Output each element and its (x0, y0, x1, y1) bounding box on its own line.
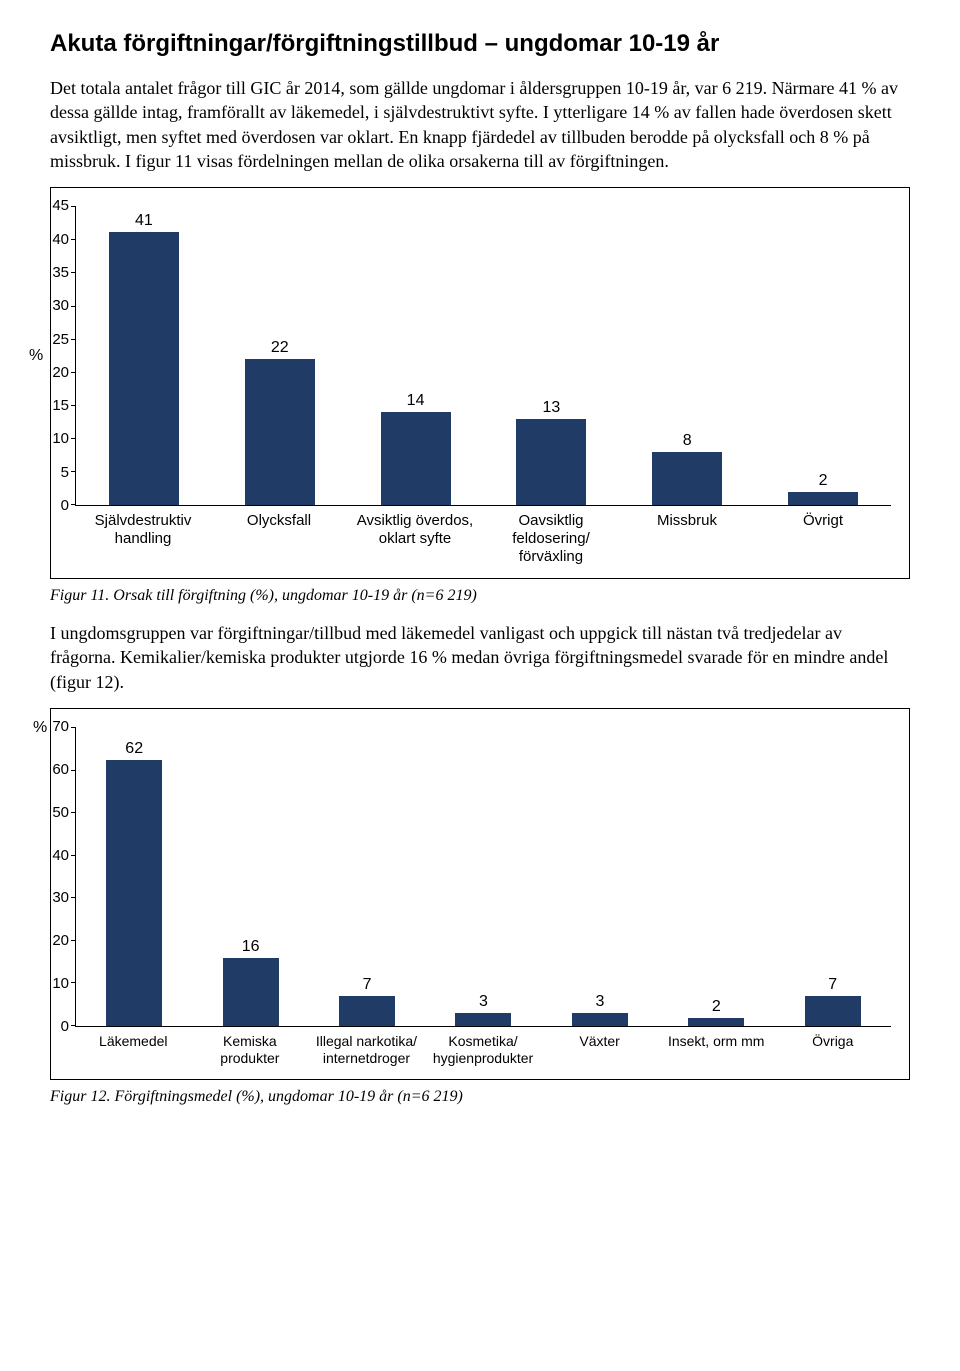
chart12-plot: 62 16 7 3 3 2 7 (75, 727, 891, 1027)
bar-slot: 7 (309, 996, 425, 1026)
bar-value-label: 2 (819, 472, 828, 490)
chart-bar: 2 (688, 1018, 744, 1027)
x-label: Läkemedel (75, 1033, 192, 1067)
x-label: Avsiktlig överdos, oklart syfte (347, 512, 483, 566)
bar-value-label: 13 (542, 399, 560, 417)
x-label: Självdestruktiv handling (75, 512, 211, 566)
x-label: Övriga (774, 1033, 891, 1067)
bar-value-label: 22 (271, 339, 289, 357)
bar-slot: 3 (542, 1013, 658, 1026)
intro-paragraph: Det totala antalet frågor till GIC år 20… (50, 76, 910, 173)
mid-paragraph: I ungdomsgruppen var förgiftningar/tillb… (50, 621, 910, 694)
chart-bar: 3 (572, 1013, 628, 1026)
x-label: Övrigt (755, 512, 891, 566)
bar-slot: 41 (76, 232, 212, 505)
page-heading: Akuta förgiftningar/förgiftningstillbud … (50, 30, 910, 58)
chart11-xlabels: Självdestruktiv handlingOlycksfallAvsikt… (75, 512, 891, 566)
bar-value-label: 16 (242, 938, 260, 956)
chart-bar: 16 (223, 958, 279, 1027)
bar-value-label: 62 (125, 740, 143, 758)
bar-value-label: 7 (363, 976, 372, 994)
bar-value-label: 7 (828, 976, 837, 994)
bar-slot: 2 (658, 1018, 774, 1027)
x-label: Kemiska produkter (192, 1033, 309, 1067)
chart-bar: 22 (245, 359, 315, 506)
chart-bar: 41 (109, 232, 179, 505)
bar-slot: 16 (192, 958, 308, 1027)
x-label: Oavsiktlig feldosering/ förväxling (483, 512, 619, 566)
bar-value-label: 8 (683, 432, 692, 450)
bar-slot: 7 (775, 996, 891, 1026)
bar-slot: 2 (755, 492, 891, 505)
bar-value-label: 3 (595, 993, 604, 1011)
chart-frame-12: 706050403020100 % 621673327 LäkemedelKem… (50, 708, 910, 1080)
chart11-caption: Figur 11. Orsak till förgiftning (%), un… (50, 587, 910, 605)
bar-value-label: 2 (712, 998, 721, 1016)
bar-slot: 3 (425, 1013, 541, 1026)
chart-bar: 8 (652, 452, 722, 505)
chart-bar: 13 (516, 419, 586, 506)
x-label: Insekt, orm mm (658, 1033, 775, 1067)
chart-frame-11: 454035302520151050 % 4122141382 Självdes… (50, 187, 910, 579)
x-label: Växter (541, 1033, 658, 1067)
bar-slot: 13 (483, 419, 619, 506)
chart-bar: 14 (381, 412, 451, 505)
chart12-xlabels: LäkemedelKemiska produkterIllegal narkot… (75, 1033, 891, 1067)
chart-bar: 7 (805, 996, 861, 1026)
bar-value-label: 41 (135, 212, 153, 230)
chart-bar: 2 (788, 492, 858, 505)
x-label: Olycksfall (211, 512, 347, 566)
x-label: Missbruk (619, 512, 755, 566)
bar-value-label: 3 (479, 993, 488, 1011)
bar-value-label: 14 (407, 392, 425, 410)
x-label: Illegal narkotika/ internetdroger (308, 1033, 425, 1067)
chart12-caption: Figur 12. Förgiftningsmedel (%), ungdoma… (50, 1088, 910, 1106)
x-label: Kosmetika/ hygienprodukter (425, 1033, 542, 1067)
chart11-plot: 41 22 14 13 8 2 (75, 206, 891, 506)
chart11-pct-label: % (29, 347, 43, 365)
bar-slot: 8 (619, 452, 755, 505)
chart-bar: 7 (339, 996, 395, 1026)
bar-slot: 62 (76, 760, 192, 1026)
chart-bar: 3 (455, 1013, 511, 1026)
bar-slot: 22 (212, 359, 348, 506)
chart12-pct-label: % (33, 719, 47, 737)
chart-bar: 62 (106, 760, 162, 1026)
bar-slot: 14 (348, 412, 484, 505)
